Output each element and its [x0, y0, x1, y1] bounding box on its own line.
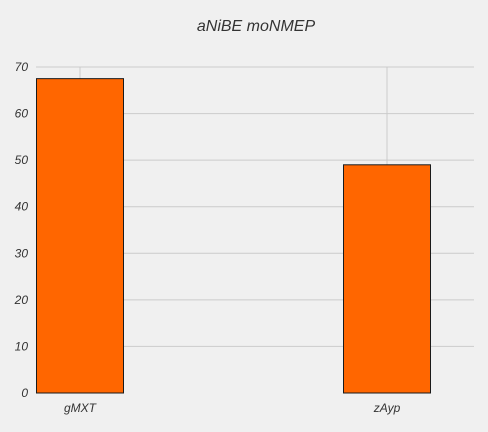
y-tick-label: 60	[15, 107, 29, 121]
bar-zAyp	[343, 164, 431, 394]
x-tick-label: zAyp	[373, 401, 401, 415]
y-tick-label: 10	[15, 339, 29, 353]
y-tick-label: 40	[15, 200, 29, 214]
y-tick-label: 30	[15, 246, 29, 260]
chart-title: aNiBE moNMEP	[197, 18, 316, 35]
bars-layer	[36, 78, 431, 394]
y-tick-label: 0	[21, 386, 28, 400]
bar-gMXT	[36, 78, 124, 394]
y-axis-ticks: 0 10 20 30 40 50 60 70	[14, 60, 29, 400]
y-tick-label: 70	[15, 60, 29, 74]
x-tick-label: gMXT	[64, 401, 98, 415]
y-tick-label: 20	[14, 293, 29, 307]
x-axis-ticks: gMXT zAyp	[64, 401, 401, 415]
y-tick-label: 50	[15, 153, 29, 167]
